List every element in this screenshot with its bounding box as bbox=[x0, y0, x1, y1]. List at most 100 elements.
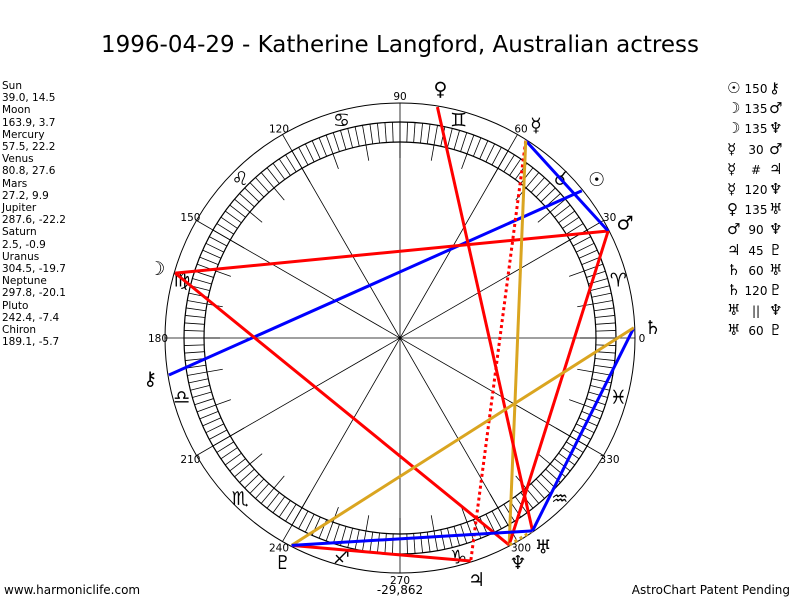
aspect-line bbox=[507, 230, 610, 546]
degree-tick bbox=[479, 140, 489, 160]
degree-tick bbox=[209, 429, 228, 440]
degree-label: 330 bbox=[600, 454, 620, 466]
planet-glyph-icon: ♇ bbox=[769, 281, 783, 300]
aspect-row: ☿ 120 ♆ bbox=[727, 180, 785, 200]
ten-degree-tick bbox=[537, 453, 551, 465]
degree-tick bbox=[199, 411, 219, 420]
aspect-line bbox=[291, 529, 533, 547]
degree-tick bbox=[540, 473, 556, 489]
planet-name: Venus bbox=[2, 153, 34, 166]
planet-values: 57.5, 22.2 bbox=[2, 141, 56, 154]
degree-tick bbox=[220, 447, 238, 460]
zodiac-sign-icon: ♎ bbox=[173, 386, 190, 408]
planet-glyph-icon: ♃ bbox=[468, 569, 485, 591]
planet-glyph-icon: ☽ bbox=[148, 258, 165, 280]
chart-number: -29,862 bbox=[376, 583, 424, 597]
website-link[interactable]: www.harmoniclife.com bbox=[4, 583, 141, 597]
degree-label: 180 bbox=[148, 333, 168, 345]
degree-tick bbox=[595, 322, 616, 325]
planet-name: Pluto bbox=[2, 299, 29, 312]
planet-glyph-icon: ♂ bbox=[769, 99, 783, 118]
aspect-row: ☉ 150 ⚷ bbox=[727, 79, 785, 99]
degree-tick bbox=[184, 322, 205, 325]
ten-degree-tick bbox=[461, 507, 468, 523]
degree-tick bbox=[572, 236, 591, 247]
aspect-line bbox=[435, 106, 535, 532]
degree-label: 30 bbox=[603, 212, 616, 224]
degree-tick bbox=[255, 177, 270, 193]
degree-tick bbox=[558, 210, 575, 224]
planet-positions-list: Sun 39.0, 14.5 Moon 163.9, 3.7 Mercury 57.5, … bbox=[2, 80, 66, 348]
degree-tick bbox=[384, 122, 387, 143]
degree-label: 60 bbox=[514, 123, 527, 135]
degree-tick bbox=[594, 315, 615, 318]
ten-degree-tick bbox=[273, 187, 285, 201]
aspect-row: ☿ # ♃ bbox=[727, 160, 785, 180]
degree-label: 270 bbox=[390, 575, 410, 587]
planet-glyph-icon: ♅ bbox=[535, 537, 552, 559]
aspect-line bbox=[290, 326, 635, 547]
planet-glyph-icon: ♅ bbox=[727, 301, 741, 320]
aspect-row: ☽ 135 ♆ bbox=[727, 119, 785, 139]
aspect-row: ☿ 30 ♂ bbox=[727, 140, 785, 160]
degree-tick bbox=[447, 128, 453, 148]
zodiac-sign-icon: ♑ bbox=[450, 546, 467, 568]
degree-tick bbox=[440, 529, 446, 550]
degree-tick bbox=[595, 351, 616, 354]
degree-tick bbox=[216, 441, 234, 453]
degree-tick bbox=[575, 242, 595, 253]
planet-name: Jupiter bbox=[2, 202, 37, 215]
planet-glyph-icon: ♆ bbox=[769, 119, 783, 138]
degree-tick bbox=[266, 167, 280, 184]
degree-tick bbox=[285, 504, 297, 522]
division-line bbox=[196, 220, 604, 456]
zodiac-sign-icon: ♐ bbox=[333, 546, 350, 568]
degree-label: 210 bbox=[180, 454, 200, 466]
degree-tick bbox=[566, 223, 584, 235]
degree-tick bbox=[188, 378, 209, 384]
degree-tick bbox=[554, 458, 571, 472]
degree-tick bbox=[239, 468, 255, 483]
degree-tick bbox=[225, 210, 242, 224]
degree-tick bbox=[578, 249, 598, 259]
planet-glyph-icon: ♀ bbox=[727, 200, 738, 219]
aspect-row: ♀ 135 ♅ bbox=[727, 200, 785, 220]
aspect-row: ♄ 120 ♇ bbox=[727, 281, 785, 301]
degree-tick bbox=[184, 344, 205, 346]
degree-tick bbox=[503, 154, 515, 172]
planet-name: Mercury bbox=[2, 128, 45, 141]
aspect-line bbox=[524, 139, 610, 233]
planet-name: Uranus bbox=[2, 250, 40, 263]
degree-tick bbox=[594, 358, 615, 361]
degree-tick bbox=[199, 256, 219, 265]
degree-tick bbox=[377, 532, 380, 553]
aspect-row: ♅ 60 ♇ bbox=[727, 321, 785, 341]
degree-tick bbox=[525, 487, 540, 504]
degree-label: 90 bbox=[393, 91, 406, 103]
planet-glyph-icon: ♆ bbox=[769, 220, 783, 239]
ten-degree-tick bbox=[332, 153, 339, 169]
degree-tick bbox=[426, 124, 431, 144]
degree-tick bbox=[581, 256, 601, 265]
degree-tick bbox=[278, 158, 291, 176]
degree-tick bbox=[186, 307, 206, 312]
degree-tick bbox=[298, 147, 309, 166]
degree-tick bbox=[485, 513, 496, 533]
aspect-row: ♃ 45 ♇ bbox=[727, 241, 785, 261]
degree-tick bbox=[473, 137, 482, 157]
ten-degree-tick bbox=[206, 368, 223, 373]
degree-tick bbox=[591, 292, 612, 298]
degree-tick bbox=[202, 249, 222, 259]
degree-label: 120 bbox=[269, 123, 289, 135]
degree-tick bbox=[239, 193, 255, 208]
aspect-angle: 135 bbox=[744, 102, 768, 117]
planet-glyph-icon: ♆ bbox=[769, 180, 783, 199]
planet-values: 287.6, -22.2 bbox=[2, 214, 66, 227]
degree-tick bbox=[304, 513, 315, 533]
degree-tick bbox=[590, 285, 610, 291]
degree-tick bbox=[205, 242, 225, 253]
planet-glyph-icon: ♃ bbox=[769, 159, 783, 178]
degree-label: 150 bbox=[180, 212, 200, 224]
degree-tick bbox=[285, 154, 297, 172]
